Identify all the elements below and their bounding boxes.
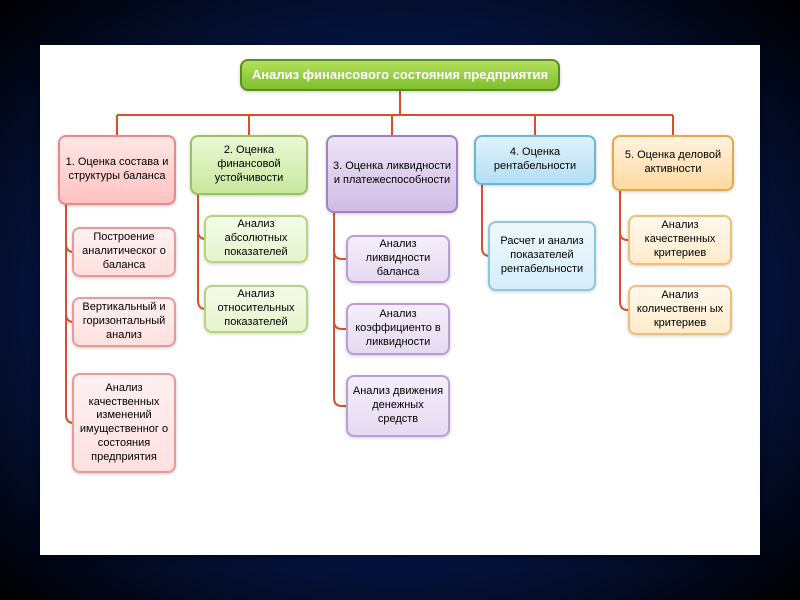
- branch-2-child-1-label: Анализ абсолютных показателей: [210, 218, 302, 259]
- branch-4-child-1: Расчет и анализ показателей рентабельнос…: [488, 221, 596, 291]
- branch-4-child-1-label: Расчет и анализ показателей рентабельнос…: [494, 235, 590, 276]
- branch-header-4-label: 4. Оценка рентабельности: [480, 146, 590, 174]
- branch-3-child-3: Анализ движения денежных средств: [346, 375, 450, 437]
- branch-5-child-1: Анализ качественных критериев: [628, 215, 732, 265]
- branch-header-3: 3. Оценка ликвидности и платежеспособнос…: [326, 135, 458, 213]
- branch-header-5-label: 5. Оценка деловой активности: [618, 149, 728, 177]
- branch-2-child-2: Анализ относительных показателей: [204, 285, 308, 333]
- branch-header-2: 2. Оценка финансовой устойчивости: [190, 135, 308, 195]
- branch-1-child-2-label: Вертикальный и горизонтальный анализ: [78, 301, 170, 342]
- branch-3-child-1-label: Анализ ликвидности баланса: [352, 238, 444, 279]
- branch-1-child-3-label: Анализ качественных изменений имуществен…: [78, 382, 170, 465]
- branch-1-child-2: Вертикальный и горизонтальный анализ: [72, 297, 176, 347]
- root-node: Анализ финансового состояния предприятия: [240, 59, 560, 91]
- branch-2-child-2-label: Анализ относительных показателей: [210, 288, 302, 329]
- branch-1-child-1-label: Построение аналитическог о баланса: [78, 231, 170, 272]
- branch-header-4: 4. Оценка рентабельности: [474, 135, 596, 185]
- branch-5-child-2-label: Анализ количественн ых критериев: [634, 289, 726, 330]
- root-node-label: Анализ финансового состояния предприятия: [252, 67, 548, 83]
- branch-header-3-label: 3. Оценка ликвидности и платежеспособнос…: [332, 160, 452, 188]
- branch-3-child-1: Анализ ликвидности баланса: [346, 235, 450, 283]
- branch-5-child-1-label: Анализ качественных критериев: [634, 219, 726, 260]
- branch-3-child-2: Анализ коэффициенто в ликвидности: [346, 303, 450, 355]
- branch-2-child-1: Анализ абсолютных показателей: [204, 215, 308, 263]
- diagram-canvas: Анализ финансового состояния предприятия…: [40, 45, 760, 555]
- branch-3-child-2-label: Анализ коэффициенто в ликвидности: [352, 308, 444, 349]
- branch-header-2-label: 2. Оценка финансовой устойчивости: [196, 144, 302, 185]
- branch-3-child-3-label: Анализ движения денежных средств: [352, 385, 444, 426]
- branch-header-5: 5. Оценка деловой активности: [612, 135, 734, 191]
- branch-5-child-2: Анализ количественн ых критериев: [628, 285, 732, 335]
- branch-1-child-1: Построение аналитическог о баланса: [72, 227, 176, 277]
- branch-header-1: 1. Оценка состава и структуры баланса: [58, 135, 176, 205]
- branch-1-child-3: Анализ качественных изменений имуществен…: [72, 373, 176, 473]
- branch-header-1-label: 1. Оценка состава и структуры баланса: [64, 156, 170, 184]
